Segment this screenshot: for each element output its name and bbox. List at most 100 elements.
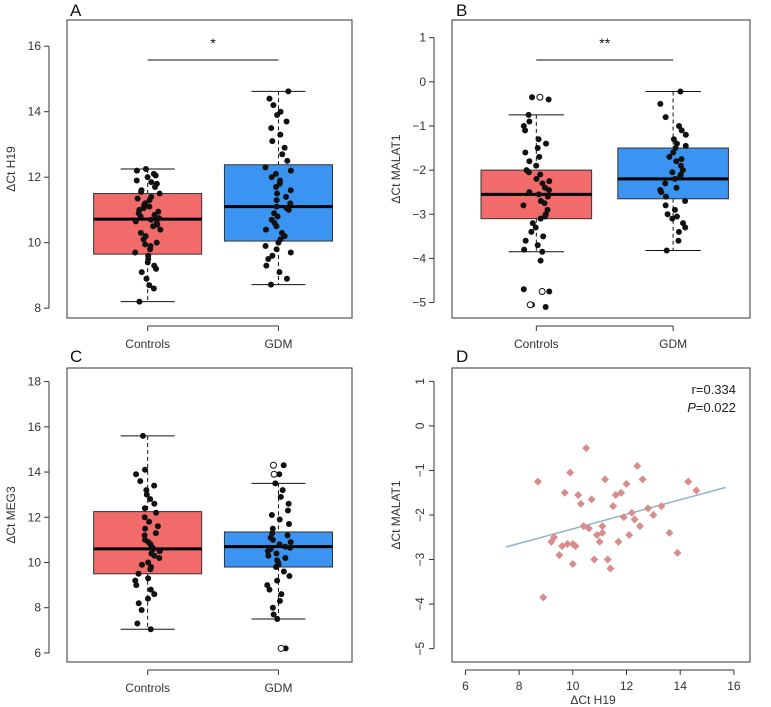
scatter-point <box>550 533 559 542</box>
data-point <box>280 568 287 575</box>
outlier-point <box>277 644 285 652</box>
data-point <box>153 509 160 516</box>
significance-label-a: * <box>210 35 216 51</box>
data-point <box>277 108 284 115</box>
data-point <box>284 157 291 164</box>
scatter-point <box>590 555 599 564</box>
data-point <box>141 505 148 512</box>
y-tick-label-b: −1 <box>412 119 426 133</box>
data-point <box>279 151 286 158</box>
y-tick-label-c: 18 <box>28 375 42 389</box>
y-tick-label-d: −4 <box>413 597 427 611</box>
data-point <box>281 144 288 151</box>
data-point <box>284 507 291 514</box>
scatter-point <box>614 537 623 546</box>
data-point <box>274 577 281 584</box>
data-point <box>153 239 160 246</box>
data-point <box>537 171 544 178</box>
scatter-point <box>566 468 575 477</box>
data-point <box>678 156 685 163</box>
data-point <box>678 127 685 134</box>
data-point <box>156 190 163 197</box>
data-point <box>138 269 145 276</box>
x-tick-label-d: 8 <box>516 679 523 693</box>
data-point <box>662 180 669 187</box>
data-point <box>673 158 680 165</box>
data-point <box>671 206 678 213</box>
data-point <box>274 190 281 197</box>
scatter-point <box>568 560 577 568</box>
panel-letter-c: C <box>70 347 82 366</box>
scatter-point <box>560 488 569 497</box>
data-point <box>278 591 285 598</box>
data-point <box>151 262 158 269</box>
box-c-gdm <box>223 461 334 652</box>
y-axis-title-b: ΔCt MALAT1 <box>389 134 403 203</box>
data-point <box>145 559 152 566</box>
data-point <box>282 543 289 550</box>
data-point <box>138 561 145 568</box>
data-point <box>658 189 665 196</box>
x-tick-label-d: 14 <box>674 679 688 693</box>
scatter-point <box>665 528 674 537</box>
data-point <box>520 286 527 293</box>
scatter-point <box>606 564 615 573</box>
data-point <box>532 224 539 231</box>
scatter-point <box>598 522 607 531</box>
data-point <box>270 102 277 109</box>
data-point <box>546 178 553 185</box>
data-point <box>540 233 547 240</box>
data-point <box>273 197 280 204</box>
data-point <box>670 149 677 156</box>
data-point <box>276 541 283 548</box>
data-point <box>269 525 276 532</box>
data-point <box>537 215 544 222</box>
x-axis-title-d: ΔCt H19 <box>570 693 616 707</box>
y-axis-title-c: ΔCt MEG3 <box>4 486 18 544</box>
data-point <box>283 275 290 282</box>
data-point <box>155 215 162 222</box>
data-point <box>142 536 149 543</box>
data-point <box>277 131 284 138</box>
data-point <box>133 471 140 478</box>
data-point <box>287 539 294 546</box>
data-point <box>666 153 673 160</box>
data-point <box>267 281 274 288</box>
data-point <box>143 487 150 494</box>
y-tick-label-c: 16 <box>28 420 42 434</box>
data-point <box>277 236 284 243</box>
data-point <box>262 242 269 249</box>
y-tick-label-b: −5 <box>412 296 426 310</box>
scatter-point <box>622 479 631 488</box>
data-point <box>132 218 139 225</box>
y-axis-title-d: ΔCt MALAT1 <box>389 480 403 549</box>
data-point <box>156 554 163 561</box>
data-point <box>264 582 271 589</box>
data-point <box>136 298 143 305</box>
data-point <box>142 241 149 248</box>
scatter-point <box>563 539 572 548</box>
data-point <box>287 167 294 174</box>
data-point <box>269 252 276 259</box>
data-point <box>142 200 149 207</box>
data-point <box>138 187 145 194</box>
data-point <box>542 213 549 220</box>
data-point <box>541 200 548 207</box>
data-point <box>150 170 157 177</box>
data-point <box>141 532 148 539</box>
data-point <box>533 175 540 182</box>
data-point <box>273 203 280 210</box>
data-point <box>152 530 159 537</box>
data-point <box>272 170 279 177</box>
data-point <box>147 626 154 633</box>
data-point <box>133 582 140 589</box>
data-point <box>545 96 552 103</box>
data-point <box>673 213 680 220</box>
data-point <box>278 229 285 236</box>
data-point <box>283 205 290 212</box>
y-tick-label-c: 14 <box>28 465 42 479</box>
y-tick-label-a: 12 <box>28 170 42 184</box>
data-point <box>143 275 150 282</box>
data-point <box>287 249 294 256</box>
y-tick-label-c: 6 <box>34 646 41 660</box>
